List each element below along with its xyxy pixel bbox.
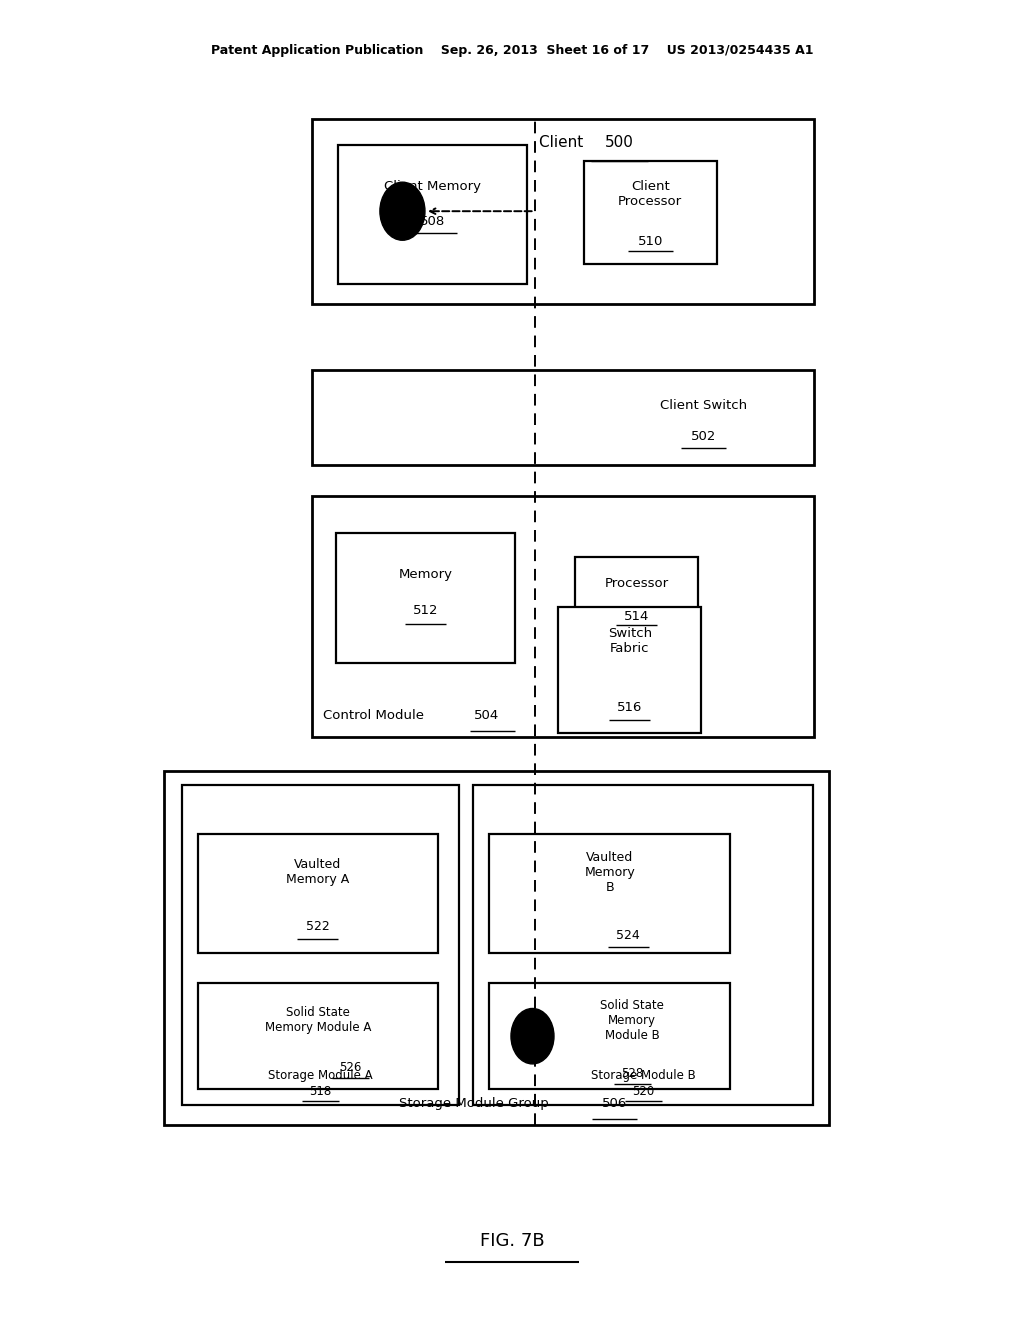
Bar	[584, 161, 717, 264]
Bar	[489, 834, 730, 953]
Text: 522: 522	[306, 920, 330, 933]
Bar	[198, 983, 438, 1089]
Circle shape	[511, 1008, 554, 1064]
Bar	[336, 533, 515, 663]
Text: Solid State
Memory Module A: Solid State Memory Module A	[265, 1006, 371, 1035]
Text: Vaulted
Memory A: Vaulted Memory A	[287, 858, 349, 886]
Text: 526: 526	[340, 1061, 361, 1074]
Text: 516: 516	[617, 701, 642, 714]
Text: 506: 506	[602, 1097, 627, 1110]
Text: Storage Module A: Storage Module A	[268, 1069, 373, 1082]
Text: 502: 502	[691, 429, 717, 442]
Bar	[558, 607, 701, 733]
Circle shape	[380, 182, 425, 240]
Text: Control Module: Control Module	[323, 709, 428, 722]
Text: Storage Module Group: Storage Module Group	[399, 1097, 553, 1110]
Text: Switch
Fabric: Switch Fabric	[607, 627, 652, 655]
Text: 508: 508	[420, 215, 445, 228]
Bar	[473, 785, 813, 1105]
Text: 524: 524	[616, 929, 640, 941]
Bar	[312, 119, 814, 304]
Text: 510: 510	[638, 235, 663, 248]
Text: 514: 514	[625, 610, 649, 623]
Bar	[338, 145, 527, 284]
Text: 512: 512	[413, 605, 438, 618]
Text: 504: 504	[474, 709, 500, 722]
Bar	[164, 771, 829, 1125]
Bar	[489, 983, 730, 1089]
Bar	[182, 785, 459, 1105]
Text: Client
Processor: Client Processor	[618, 180, 682, 209]
Bar	[198, 834, 438, 953]
Text: Vaulted
Memory
B: Vaulted Memory B	[585, 851, 635, 894]
Text: FIG. 7B: FIG. 7B	[479, 1232, 545, 1250]
Text: 520: 520	[632, 1085, 654, 1098]
Text: Processor: Processor	[605, 577, 669, 590]
Text: Client: Client	[539, 135, 588, 150]
Text: Client Switch: Client Switch	[660, 399, 748, 412]
Bar	[312, 370, 814, 465]
Text: Solid State
Memory
Module B: Solid State Memory Module B	[600, 999, 665, 1041]
Text: 528: 528	[622, 1067, 643, 1080]
Text: Storage Module B: Storage Module B	[591, 1069, 695, 1082]
Bar	[575, 557, 698, 636]
Text: Client Memory: Client Memory	[384, 181, 481, 193]
Text: 518: 518	[309, 1085, 332, 1098]
Text: Memory: Memory	[398, 568, 453, 581]
Text: 500: 500	[605, 135, 634, 150]
Bar	[312, 496, 814, 737]
Text: Patent Application Publication    Sep. 26, 2013  Sheet 16 of 17    US 2013/02544: Patent Application Publication Sep. 26, …	[211, 44, 813, 57]
